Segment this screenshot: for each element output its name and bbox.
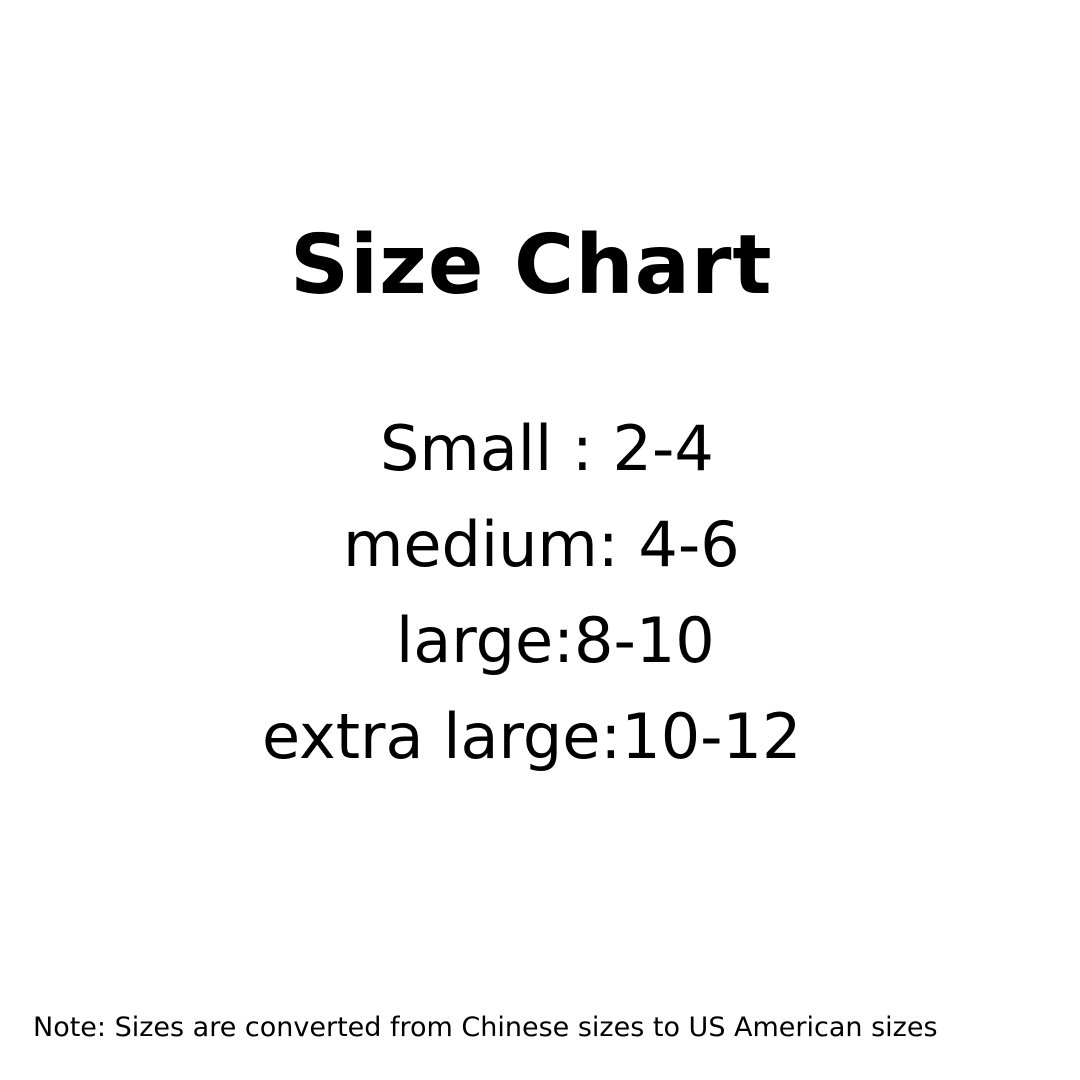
size-extra-large: extra large:10-12 [262, 700, 802, 773]
size-small: Small : 2-4 [380, 412, 714, 485]
size-medium: medium: 4-6 [343, 508, 740, 581]
conversion-note: Note: Sizes are converted from Chinese s… [33, 1012, 938, 1043]
size-large: large:8-10 [396, 604, 715, 677]
page-title: Size Chart [290, 218, 773, 313]
